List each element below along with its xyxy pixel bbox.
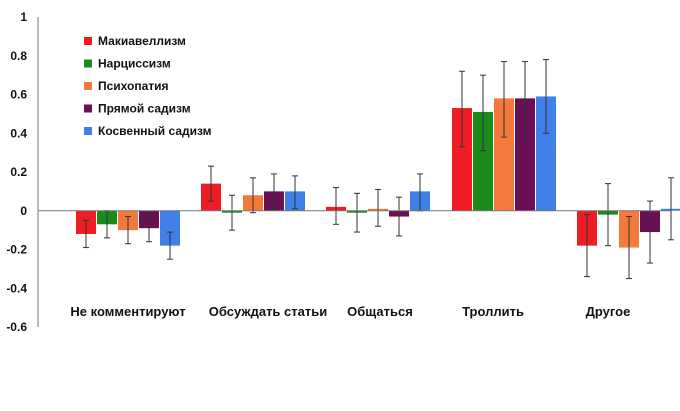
bar xyxy=(536,96,556,211)
legend: Макиавеллизм Нарциссизм Психопатия Прямой с… xyxy=(84,34,212,138)
y-tick-label: 0.4 xyxy=(10,126,27,140)
y-tick-label: 0.2 xyxy=(10,165,27,179)
legend-swatch xyxy=(84,59,92,68)
legend-label: Косвенный садизм xyxy=(98,124,212,138)
y-tick-label: 0 xyxy=(20,204,27,218)
y-tick-labels: 1 0.8 0.6 0.4 0.2 0 -0.2 -0.4 -0.6 xyxy=(6,10,27,334)
legend-swatch xyxy=(84,82,92,90)
y-tick-label: -0.6 xyxy=(6,320,27,334)
legend-swatch xyxy=(84,37,92,45)
bar xyxy=(473,111,493,211)
x-category-label: Троллить xyxy=(462,304,524,319)
legend-label: Макиавеллизм xyxy=(98,34,186,48)
legend-label: Психопатия xyxy=(98,79,169,93)
y-tick-label: 1 xyxy=(20,10,27,24)
x-category-labels: Не комментируют Обсуждать статьи Общаться Т… xyxy=(70,304,630,319)
bar xyxy=(494,98,514,211)
y-tick-label: 0.6 xyxy=(10,88,27,102)
x-category-label: Другое xyxy=(586,304,631,319)
legend-swatch xyxy=(84,104,92,113)
bar xyxy=(452,108,472,211)
bar xyxy=(160,210,180,246)
legend-label: Нарциссизм xyxy=(98,57,171,71)
y-tick-label: 0.8 xyxy=(10,49,27,63)
y-tick-label: -0.4 xyxy=(6,281,27,295)
legend-swatch xyxy=(84,127,92,135)
y-tick-label: -0.2 xyxy=(6,243,27,257)
x-category-label: Обсуждать статьи xyxy=(209,304,327,319)
legend-label: Прямой садизм xyxy=(98,102,191,116)
bar xyxy=(515,98,535,211)
x-category-label: Не комментируют xyxy=(70,304,185,319)
x-category-label: Общаться xyxy=(347,304,413,319)
error-bars xyxy=(83,59,674,280)
